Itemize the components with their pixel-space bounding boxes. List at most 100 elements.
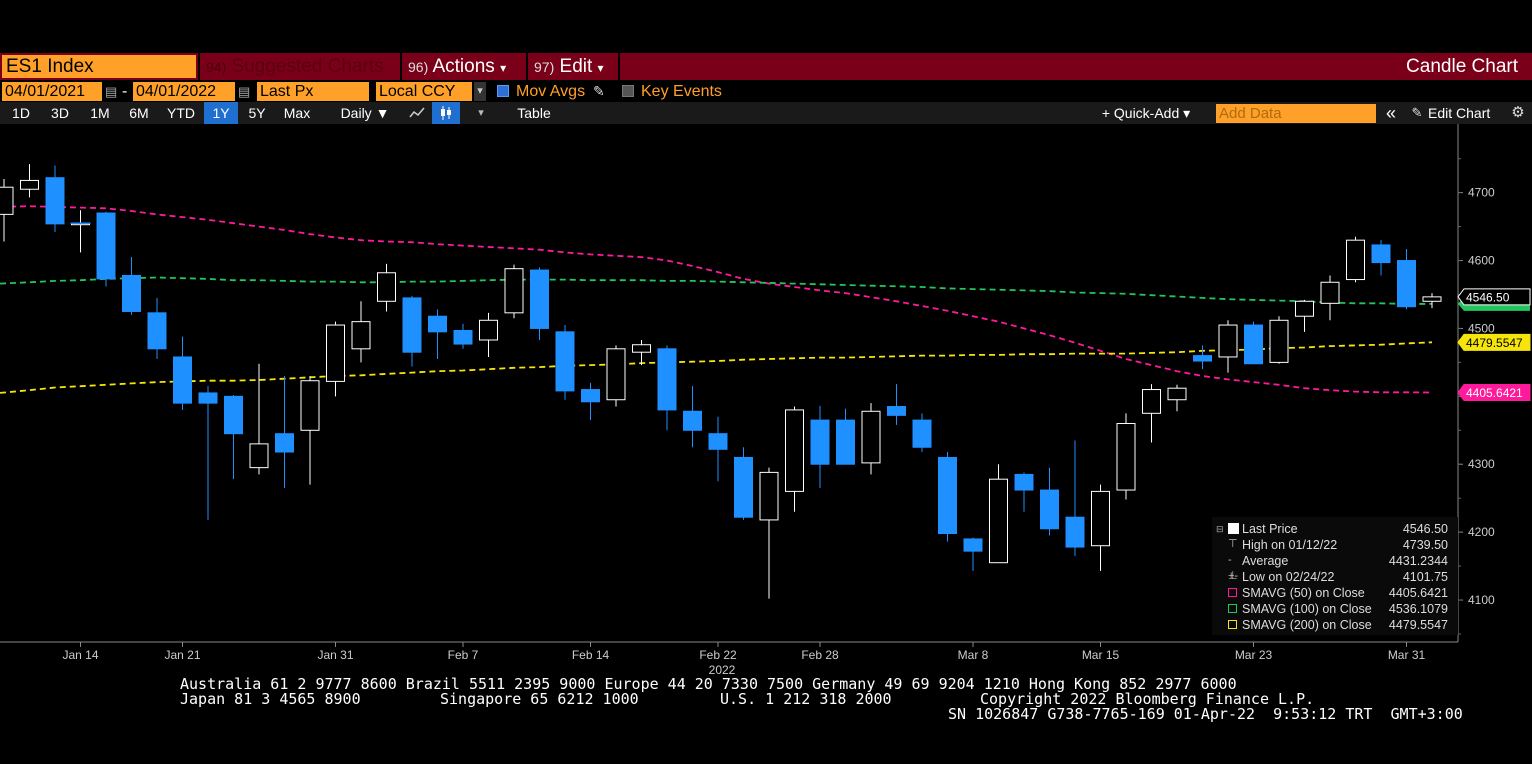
period-button-1d[interactable]: 1D (12, 105, 30, 121)
candle (989, 464, 1008, 564)
toolbar: 1D 3D 1M 6M YTD 1Y 5Y Max Daily ▼ ▾ Table + Qui… (0, 102, 1532, 124)
candle (479, 312, 498, 357)
candle-legend-icon (1228, 523, 1239, 534)
candle-body-down (275, 433, 294, 453)
menu-number: 94) (206, 59, 227, 75)
calendar-icon[interactable]: ▤ (238, 84, 251, 99)
sma50-swatch-icon (1228, 588, 1237, 597)
menu-number: 97) (534, 59, 555, 75)
candle-body-down (581, 389, 600, 403)
candle-body-up (1167, 387, 1187, 401)
candle-body-up (1346, 239, 1365, 281)
period-button-1m[interactable]: 1M (90, 105, 110, 121)
average-marker-icon: -+- (1228, 554, 1239, 582)
legend-label: Low on 02/24/22 (1242, 570, 1335, 584)
chevron-down-icon[interactable]: ▾ (478, 107, 484, 119)
candle-body-down (657, 348, 677, 411)
candle (1167, 384, 1187, 412)
candle-body-up (1091, 490, 1110, 547)
collapse-icon[interactable]: « (1385, 103, 1396, 123)
add-data-input[interactable]: Add Data (1216, 104, 1376, 123)
candle (453, 323, 473, 349)
legend-label: Last Price (1242, 522, 1298, 536)
price-tag: 4479.5547 (1457, 333, 1531, 351)
x-tick-label: Jan 21 (164, 648, 200, 662)
pencil-icon: ✎ (1411, 105, 1423, 120)
candle (708, 416, 728, 482)
candle-body-down (1014, 473, 1034, 491)
period-button-3d[interactable]: 3D (51, 105, 69, 121)
x-tick-label: Feb 28 (801, 648, 839, 662)
candle-body-up (0, 186, 14, 215)
legend-value: 4739.50 (1402, 538, 1448, 552)
candle (555, 325, 575, 400)
mov-avgs-checkbox[interactable] (497, 85, 509, 97)
candle-body-up (326, 324, 345, 382)
frequency-select[interactable]: Daily ▼ (340, 105, 390, 121)
gear-icon[interactable]: ⚙ (1511, 104, 1525, 121)
candle (1397, 248, 1416, 310)
price-tag-label: 4405.6421 (1466, 386, 1523, 400)
ticker-field[interactable]: ES1 Index (2, 55, 196, 78)
legend-label: SMAVG (50) on Close (1242, 586, 1365, 600)
period-button-max[interactable]: Max (283, 105, 311, 121)
candle (198, 386, 218, 520)
candle (1065, 440, 1085, 556)
legend-low: ⊥ Low on 02/24/22 4101.75 (1212, 569, 1458, 585)
price-tag-shape (1457, 288, 1531, 306)
legend-label: Average (1242, 554, 1289, 568)
menu-label: Edit (559, 56, 593, 77)
x-tick-label: Mar 23 (1235, 648, 1273, 662)
x-tick-label: Mar 15 (1082, 648, 1120, 662)
candle-body-up (249, 443, 269, 469)
line-chart-icon[interactable] (404, 102, 430, 124)
candle-body-down (147, 312, 167, 350)
y-tick-label: 4600 (1468, 254, 1495, 268)
candle-body-down (683, 410, 702, 431)
currency-select[interactable]: Local CCY (376, 82, 472, 101)
collapse-toggle-icon[interactable]: ⊟ (1216, 524, 1224, 534)
candle-chart-icon[interactable] (432, 102, 460, 124)
candle-body-up (479, 319, 498, 341)
y-tick-label: 4500 (1468, 321, 1495, 335)
calendar-icon[interactable]: ▤ (105, 84, 118, 99)
sma-line-100 (0, 276, 1433, 305)
candle-body-down (1397, 260, 1416, 308)
edit-menu[interactable]: 97) Edit ▾ (534, 53, 604, 80)
candle-body-up (1218, 324, 1238, 358)
suggested-charts-menu[interactable]: 94) Suggested Charts (206, 53, 384, 80)
candle (1091, 484, 1110, 571)
chevron-down-icon[interactable]: ▾ (474, 82, 486, 101)
separator (400, 53, 402, 80)
period-button-6m[interactable]: 6M (129, 105, 149, 121)
table-button[interactable]: Table (517, 105, 551, 121)
actions-menu[interactable]: 96) Actions ▾ (408, 53, 506, 80)
period-button-5y[interactable]: 5Y (248, 105, 266, 121)
x-tick-label: Jan 14 (62, 648, 98, 662)
chart-legend: ⊟ Last Price 4546.50 ⊤ High on 01/12/22 … (1212, 517, 1458, 635)
price-tag: 4405.6421 (1457, 384, 1531, 402)
quick-add-button[interactable]: + Quick-Add ▾ (1101, 105, 1191, 121)
candle (1422, 293, 1442, 309)
candle (326, 321, 345, 397)
candle (938, 452, 957, 542)
candle-body-up (606, 348, 626, 401)
pencil-icon[interactable]: ✎ (593, 83, 605, 99)
candle-body-down (173, 356, 192, 404)
candle (173, 336, 192, 410)
period-button-ytd[interactable]: YTD (167, 105, 195, 121)
candle-body-down (530, 269, 549, 329)
period-button-1y[interactable]: 1Y (204, 102, 238, 124)
menu-label: Actions (432, 56, 495, 77)
legend-high: ⊤ High on 01/12/22 4739.50 (1212, 537, 1458, 553)
end-date-field[interactable]: 04/01/2022 (133, 82, 235, 101)
key-events-checkbox[interactable] (622, 85, 634, 97)
price-field-select[interactable]: Last Px (257, 82, 369, 101)
candle-body-down (1040, 489, 1059, 530)
mov-avgs-label: Mov Avgs (516, 83, 586, 100)
candle (45, 165, 65, 233)
menu-label: Suggested Charts (231, 56, 384, 77)
edit-chart-button[interactable]: Edit Chart (1428, 105, 1491, 121)
start-date-field[interactable]: 04/01/2021 (2, 82, 102, 101)
